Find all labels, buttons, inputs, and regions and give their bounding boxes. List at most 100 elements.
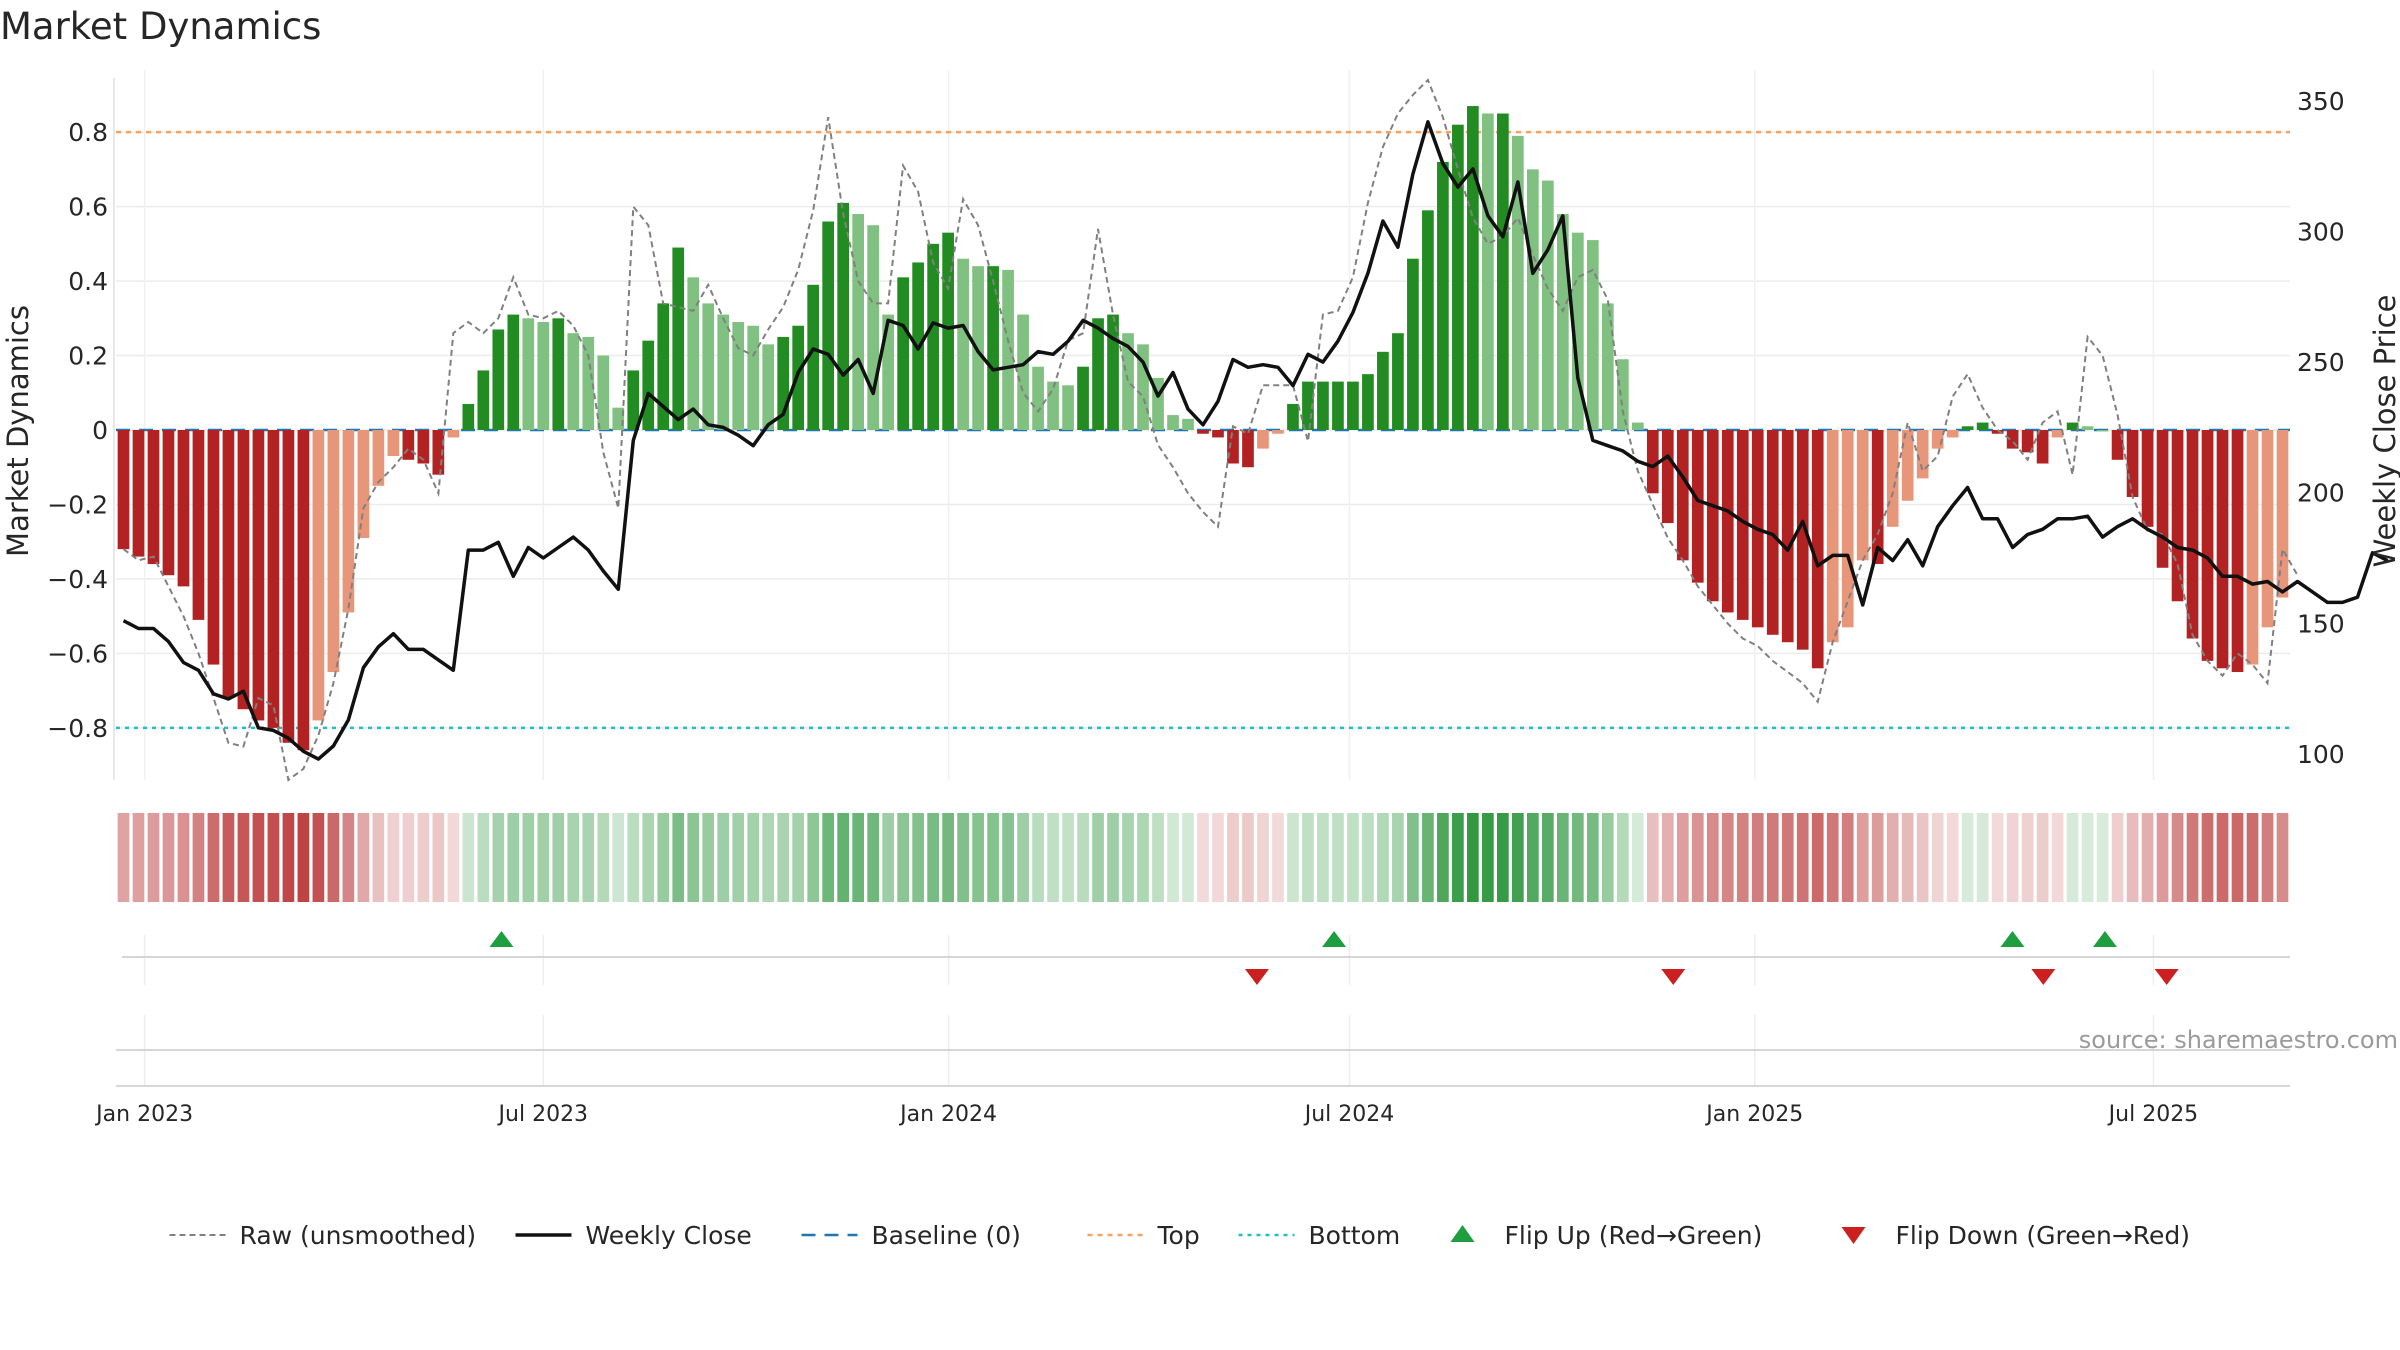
regime-cell	[2126, 813, 2139, 902]
y-tick-label: −0.8	[47, 714, 108, 743]
dynamics-bar	[357, 430, 370, 538]
legend-item: Raw (unsmoothed)	[169, 1221, 477, 1250]
regime-cell	[417, 813, 430, 902]
dynamics-bar	[1691, 430, 1704, 583]
x-tick-label: Jul 2024	[1303, 1102, 1395, 1127]
regime-cell	[2021, 813, 2034, 902]
dynamics-bar	[1017, 314, 1029, 430]
x-tick-label: Jul 2023	[497, 1102, 589, 1127]
flip-down-marker	[2031, 969, 2056, 985]
legend-symbol-flip-up	[1450, 1225, 1475, 1242]
dynamics-bar	[2096, 430, 2109, 432]
dynamics-bars	[117, 106, 2289, 751]
regime-cell	[1751, 813, 1764, 902]
regime-cell	[1796, 813, 1809, 902]
dynamics-bar	[147, 430, 160, 565]
dynamics-bar	[687, 277, 700, 430]
dynamics-bar	[1452, 124, 1464, 431]
flip-down-marker	[1661, 969, 1686, 985]
dynamics-bar	[1062, 385, 1074, 430]
regime-cell	[2171, 813, 2184, 902]
dynamics-bar	[1931, 430, 1944, 449]
dynamics-bar	[1766, 430, 1779, 635]
dynamics-bar	[2231, 430, 2244, 673]
weekly-close-line	[122, 120, 2389, 761]
raw-series-line	[122, 78, 2299, 782]
x-tick-label: Jul 2025	[2107, 1102, 2199, 1127]
dynamics-bar	[987, 266, 999, 430]
regime-cell	[1646, 813, 1659, 902]
legend-label: Bottom	[1309, 1221, 1401, 1250]
regime-cell	[2096, 813, 2109, 902]
regime-cell	[297, 813, 310, 902]
x-tick-label: Jan 2023	[94, 1102, 193, 1127]
dynamics-bar	[1841, 430, 1854, 628]
regime-cell	[117, 813, 130, 902]
flip-panel	[122, 931, 2290, 985]
dynamics-bar	[132, 430, 145, 557]
dynamics-bar	[627, 370, 640, 430]
regime-cell	[1961, 813, 1974, 902]
dynamics-bar	[2006, 430, 2019, 449]
regime-cell	[537, 813, 550, 902]
regime-cell	[1182, 813, 1194, 902]
dynamics-bar	[207, 430, 220, 665]
dynamics-bar	[1736, 430, 1749, 620]
flip-down-marker	[1244, 969, 1269, 985]
regime-cell	[957, 813, 969, 902]
dynamics-bar	[507, 314, 520, 430]
dynamics-bar	[1886, 430, 1899, 527]
dynamics-bar	[792, 325, 805, 430]
regime-cell	[1047, 813, 1059, 902]
dynamics-bar	[957, 258, 969, 430]
regime-cell	[1332, 813, 1344, 902]
dynamics-bar	[2156, 430, 2169, 568]
regime-cell	[1841, 813, 1854, 902]
dynamics-bar	[177, 430, 190, 587]
regime-cell	[972, 813, 984, 902]
regime-cell	[1991, 813, 2004, 902]
y-tick-label: 0.8	[68, 118, 108, 147]
dynamics-bar	[1107, 314, 1119, 430]
dynamics-bar	[717, 314, 730, 430]
dynamics-bar	[2276, 430, 2289, 598]
dynamics-bar	[492, 329, 505, 430]
regime-cell	[2186, 813, 2199, 902]
dynamics-bar	[387, 430, 400, 457]
regime-cell	[1482, 813, 1494, 902]
close-series-layer	[122, 120, 2389, 761]
legend-label: Raw (unsmoothed)	[240, 1221, 477, 1250]
regime-cell	[462, 813, 475, 902]
dynamics-bar	[2081, 426, 2094, 430]
regime-cell	[1721, 813, 1734, 902]
y-tick-label: 0.2	[68, 342, 108, 371]
legend: Raw (unsmoothed) Weekly Close Baseline (0)…	[169, 1221, 2190, 1250]
y2-tick-label: 300	[2297, 217, 2345, 246]
regime-cell	[1586, 813, 1599, 902]
regime-cell	[177, 813, 190, 902]
regime-cell	[2246, 813, 2259, 902]
regime-cell	[1781, 813, 1794, 902]
regime-cell	[1766, 813, 1779, 902]
dynamics-bar	[852, 214, 865, 430]
regime-cell	[1512, 813, 1524, 902]
regime-cell	[912, 813, 924, 902]
dynamics-bar	[747, 325, 760, 430]
dynamics-bar	[312, 430, 325, 721]
dynamics-bar	[1976, 422, 1989, 430]
y-tick-label: −0.6	[47, 639, 108, 668]
regime-cell	[1197, 813, 1209, 902]
regime-cell	[1227, 813, 1239, 902]
dynamics-bar	[1601, 303, 1614, 430]
legend-label: Baseline (0)	[872, 1221, 1021, 1250]
regime-cell	[1137, 813, 1149, 902]
flip-up-marker	[2092, 931, 2117, 947]
regime-cell	[777, 813, 790, 902]
regime-cell	[807, 813, 820, 902]
dynamics-bar	[222, 430, 235, 699]
regime-cell	[1467, 813, 1479, 902]
regime-cell	[1556, 813, 1569, 902]
legend-item: Flip Up (Red→Green)	[1450, 1221, 1762, 1250]
regime-cell	[942, 813, 954, 902]
dynamics-bar	[1257, 430, 1269, 449]
